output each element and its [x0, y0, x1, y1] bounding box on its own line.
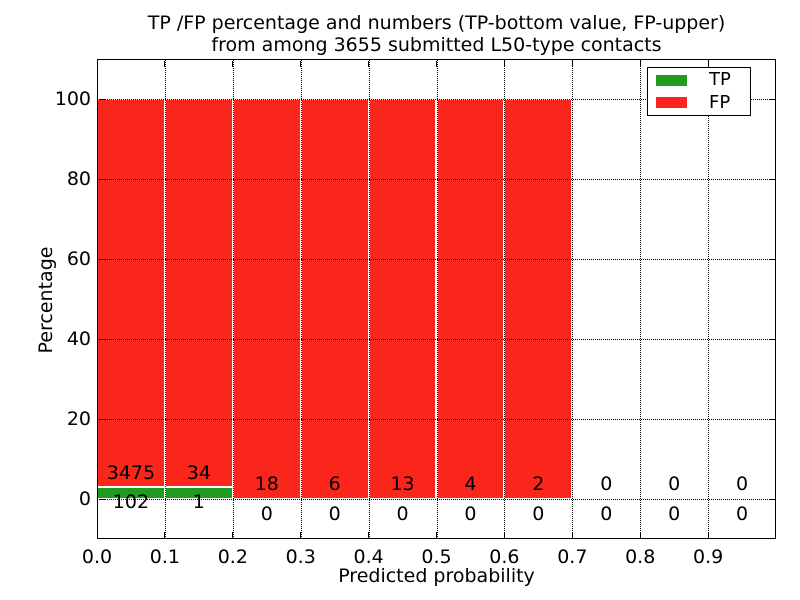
x-tick-bottom-0.3 [300, 531, 302, 538]
bar-fp-2 [232, 99, 301, 499]
fp-count-label-4: 13 [390, 473, 415, 496]
legend: TP FP [647, 67, 751, 116]
x-tick-top-0.4 [368, 60, 370, 67]
bar-fp-4 [368, 99, 437, 499]
x-tick-top-0.5 [436, 60, 437, 67]
x-tick-label-0.0: 0.0 [81, 546, 113, 568]
y-tick-label-100: 100 [54, 88, 91, 110]
gridline-x-0.4 [368, 59, 370, 539]
legend-swatch-tp-icon [656, 74, 687, 86]
y-tick-left-40 [98, 338, 105, 340]
tp-count-label-9: 0 [736, 502, 749, 525]
legend-label-fp: FP [709, 91, 731, 113]
x-tick-label-0.9: 0.9 [692, 546, 724, 568]
y-tick-label-80: 80 [66, 168, 91, 190]
x-tick-top-0.2 [232, 60, 234, 67]
bar-fp-3 [300, 99, 369, 499]
y-tick-right-20 [768, 418, 775, 420]
x-tick-label-0.6: 0.6 [489, 546, 520, 568]
x-tick-label-0.7: 0.7 [557, 546, 588, 568]
gridline-x-0.6 [504, 59, 506, 539]
tp-count-label-0: 102 [112, 491, 150, 514]
tp-count-label-8: 0 [668, 502, 681, 525]
bar-fp-0 [97, 99, 165, 488]
gridline-x-0.3 [300, 59, 302, 539]
fp-count-label-9: 0 [736, 473, 749, 496]
y-tick-right-80 [768, 178, 775, 180]
fp-count-label-5: 4 [464, 473, 477, 496]
gridline-x-0.5 [436, 59, 438, 539]
bar-fp-5 [436, 99, 505, 499]
fp-count-label-0: 3475 [106, 461, 156, 484]
plot-area: TP FP 3475 102 34 1 18 0 6 0 13 0 4 0 2 0 0 0 0 0 0 0 [96, 59, 776, 539]
chart-title-line2: from among 3655 submitted L50-type conta… [211, 34, 662, 56]
x-tick-label-0.3: 0.3 [285, 546, 316, 568]
legend-label-tp: TP [709, 69, 731, 91]
x-tick-top-0.8 [639, 60, 641, 67]
tp-count-label-1: 1 [192, 491, 205, 514]
x-tick-bottom-0.0 [96, 531, 98, 538]
fp-count-label-6: 2 [532, 473, 545, 496]
tp-count-label-2: 0 [260, 502, 273, 525]
x-tick-bottom-0.9 [707, 531, 709, 538]
tp-count-label-3: 0 [328, 502, 341, 525]
x-tick-label-0.1: 0.1 [149, 546, 180, 568]
fp-count-label-7: 0 [600, 473, 613, 496]
fp-count-label-2: 18 [254, 473, 279, 496]
y-tick-label-60: 60 [66, 248, 91, 270]
x-tick-top-0.1 [164, 60, 166, 67]
tp-count-label-4: 0 [396, 502, 409, 525]
bar-fp-1 [164, 99, 233, 488]
tp-count-label-7: 0 [600, 502, 613, 525]
x-tick-top-0.7 [571, 60, 573, 67]
x-tick-top-0.3 [300, 60, 302, 67]
y-tick-right-100 [768, 98, 775, 100]
y-tick-right-0 [768, 498, 775, 500]
x-tick-label-0.4: 0.4 [353, 546, 384, 568]
chart-title: TP /FP percentage and numbers (TP-bottom… [97, 12, 776, 56]
x-tick-bottom-0.1 [164, 531, 166, 538]
y-tick-label-20: 20 [66, 408, 91, 430]
x-tick-label-0.5: 0.5 [421, 546, 452, 568]
y-tick-left-80 [98, 178, 105, 180]
gridline-x-0.7 [572, 59, 574, 539]
fp-count-label-8: 0 [668, 473, 681, 496]
x-tick-top-0.9 [707, 60, 709, 67]
y-tick-right-60 [768, 258, 775, 260]
y-tick-label-40: 40 [66, 328, 91, 350]
fp-count-label-3: 6 [328, 473, 341, 496]
tp-count-label-5: 0 [464, 502, 477, 525]
gridline-x-0.2 [232, 59, 234, 539]
x-tick-bottom-0.5 [436, 531, 437, 538]
gridline-x-0.1 [164, 59, 166, 539]
legend-item-fp: FP [656, 93, 750, 113]
tp-count-label-6: 0 [532, 502, 545, 525]
x-tick-bottom-0.2 [232, 531, 234, 538]
gridline-x-0.8 [640, 59, 642, 539]
fp-count-label-1: 34 [186, 461, 211, 484]
y-tick-right-40 [768, 338, 775, 340]
y-tick-left-100 [98, 98, 105, 100]
y-tick-left-60 [98, 258, 105, 260]
x-tick-label-0.8: 0.8 [625, 546, 656, 568]
legend-item-tp: TP [656, 70, 750, 90]
legend-swatch-fp-icon [656, 97, 687, 109]
y-tick-left-0 [98, 498, 105, 500]
x-axis-label: Predicted probability [338, 565, 535, 587]
chart-title-line1: TP /FP percentage and numbers (TP-bottom… [147, 12, 726, 34]
y-tick-label-0: 0 [78, 488, 91, 510]
x-tick-top-0.0 [96, 60, 98, 67]
y-tick-left-20 [98, 418, 105, 420]
gridline-x-0.9 [708, 59, 710, 539]
x-tick-bottom-0.4 [368, 531, 370, 538]
x-tick-bottom-0.7 [571, 531, 573, 538]
x-tick-top-0.6 [503, 60, 505, 67]
x-tick-bottom-0.8 [639, 531, 641, 538]
x-tick-label-0.2: 0.2 [217, 546, 248, 568]
bar-fp-6 [504, 99, 573, 499]
x-tick-bottom-0.6 [503, 531, 505, 538]
